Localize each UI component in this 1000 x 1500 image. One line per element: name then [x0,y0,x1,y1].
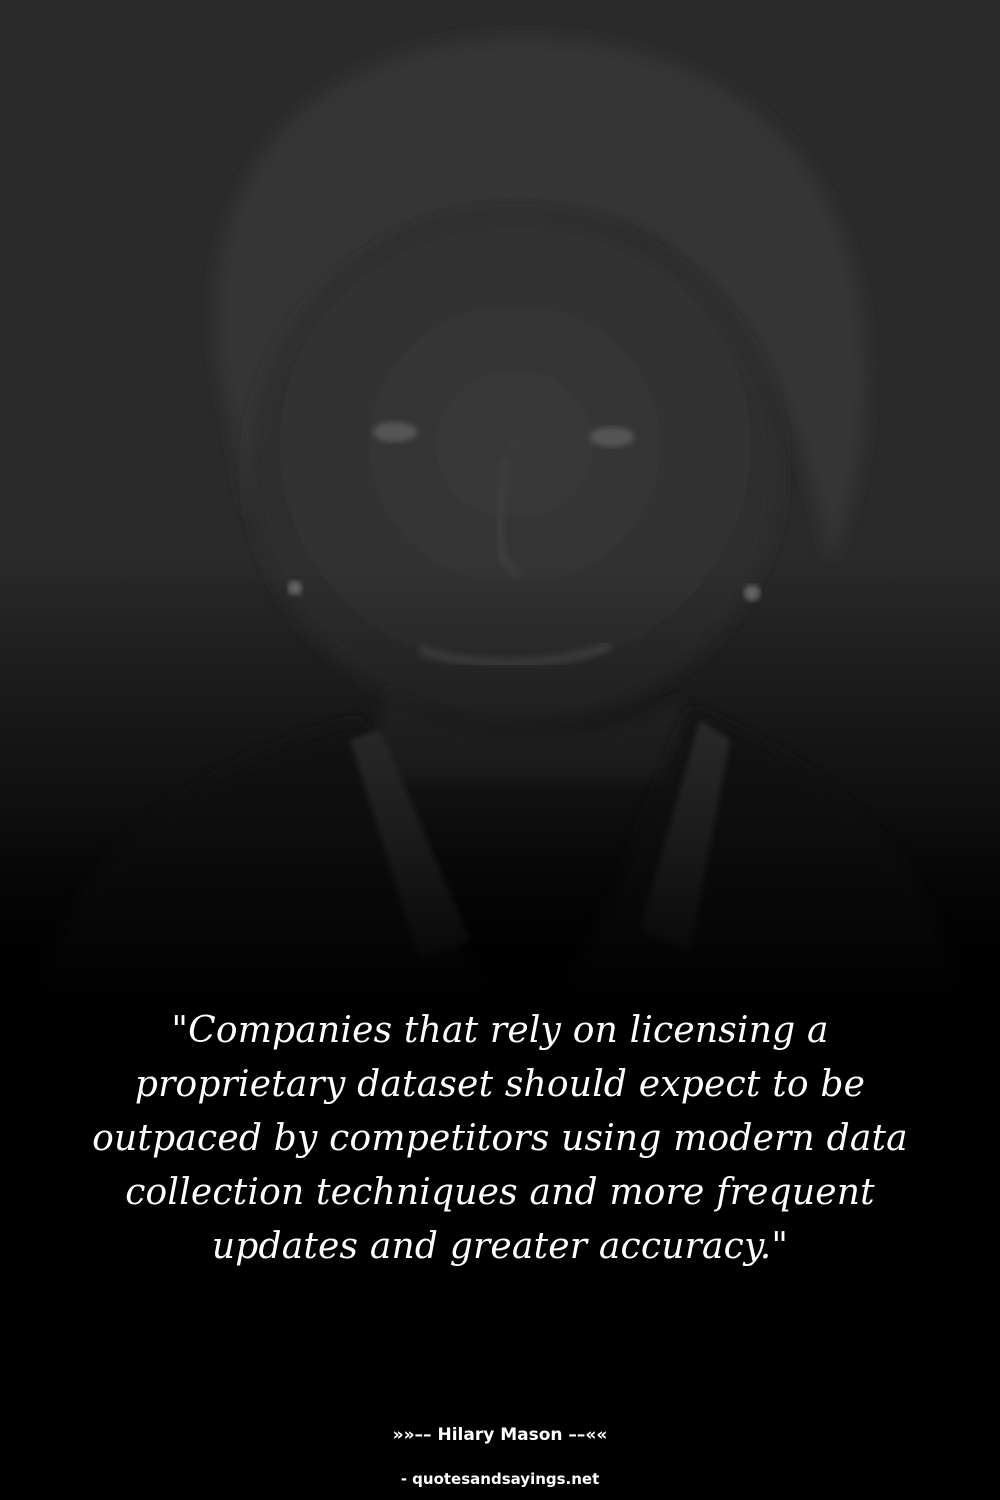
bottom-fade-overlay [0,560,1000,1010]
quote-text: "Companies that rely on licensing a prop… [92,1010,908,1267]
author-attribution: »»–– Hilary Mason ––«« [392,1425,608,1445]
source-watermark: - quotesandsayings.net [400,1470,600,1488]
